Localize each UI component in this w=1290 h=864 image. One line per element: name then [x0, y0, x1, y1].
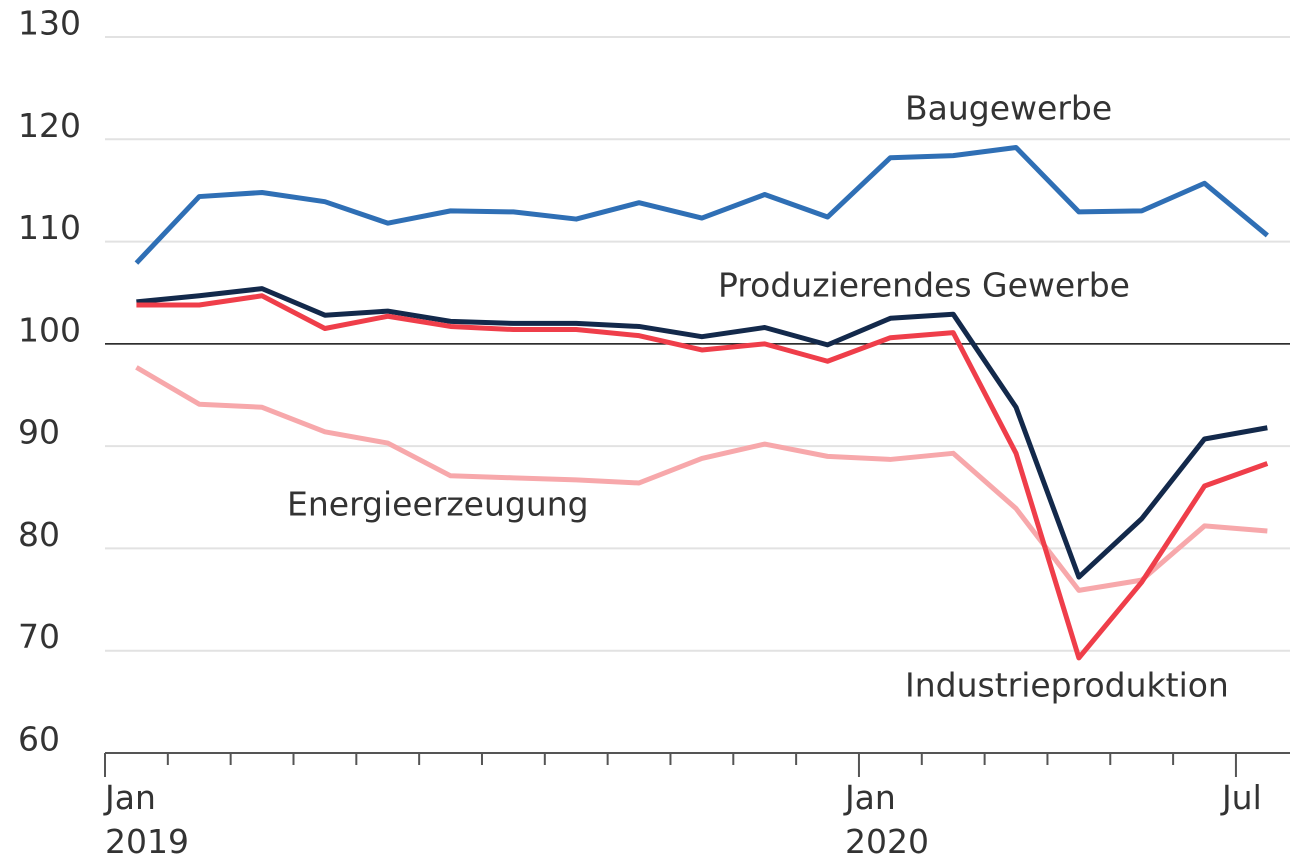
series-label: Produzierendes Gewerbe — [718, 266, 1130, 305]
y-tick-label: 90 — [18, 413, 60, 452]
y-tick-label: 110 — [18, 208, 81, 247]
x-tick-label: Jan 2020 — [844, 778, 929, 861]
x-tick-label: Jan 2019 — [105, 778, 189, 861]
series-line — [136, 286, 1268, 580]
series-line — [136, 293, 1269, 661]
series-label: Industrieproduktion — [905, 666, 1229, 705]
series-label: Energieerzeugung — [287, 485, 589, 524]
y-tick-label: 70 — [18, 617, 60, 656]
y-tick-label: 120 — [18, 106, 81, 145]
series-line — [134, 144, 1269, 265]
y-tick-label: 130 — [18, 4, 81, 43]
series-line — [135, 365, 1268, 593]
series-label: Baugewerbe — [905, 89, 1112, 128]
y-tick-label: 80 — [18, 515, 60, 554]
y-tick-label: 100 — [18, 310, 81, 349]
y-tick-label: 60 — [18, 720, 60, 759]
x-tick-label: Jul — [1221, 778, 1262, 817]
